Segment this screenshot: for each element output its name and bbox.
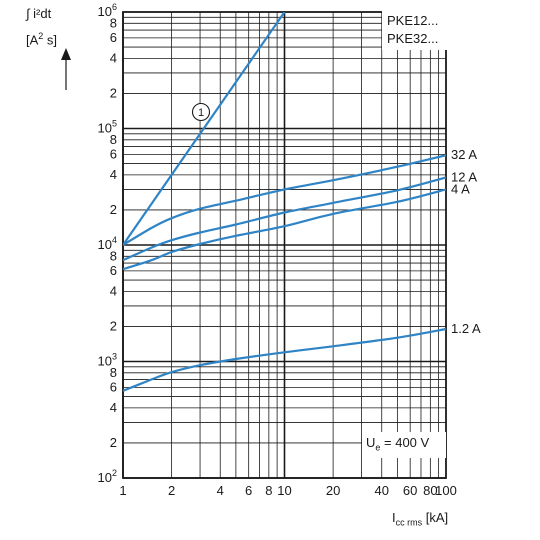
y-tick-label: 8 bbox=[110, 365, 117, 380]
legend-line-2: PKE32... bbox=[387, 31, 439, 46]
x-tick-label: 60 bbox=[403, 483, 417, 498]
y-tick-label: 102 bbox=[98, 468, 117, 485]
x-tick-label: 1 bbox=[119, 483, 126, 498]
y-tick-label: 4 bbox=[110, 283, 117, 298]
series-label: 32 A bbox=[451, 147, 477, 162]
y-tick-label: 103 bbox=[98, 352, 117, 369]
y-tick-label: 6 bbox=[110, 146, 117, 161]
device-legend: PKE12... PKE32... bbox=[382, 9, 452, 50]
series-label: 4 A bbox=[451, 181, 470, 196]
y-tick-label: 4 bbox=[110, 50, 117, 65]
series-line-0 bbox=[123, 12, 286, 246]
y-tick-label: 8 bbox=[110, 248, 117, 263]
y-axis-unit: [A2 s] bbox=[26, 31, 58, 48]
y-tick-label: 2 bbox=[110, 85, 117, 100]
y-tick-label: 2 bbox=[110, 318, 117, 333]
x-tick-label: 80 bbox=[423, 483, 437, 498]
series-line-4 bbox=[123, 327, 446, 392]
y-tick-label: 106 bbox=[98, 2, 117, 19]
series-label: 12 A bbox=[451, 169, 477, 184]
y-tick-label: 2 bbox=[110, 202, 117, 217]
y-tick-label: 6 bbox=[110, 30, 117, 45]
x-tick-label: 8 bbox=[265, 483, 272, 498]
x-tick-label: 4 bbox=[217, 483, 224, 498]
x-axis-label: Icc rms [kA] bbox=[392, 510, 449, 528]
y-tick-label: 6 bbox=[110, 263, 117, 278]
voltage-note: Ue = 400 V bbox=[362, 432, 446, 458]
y-tick-label: 2 bbox=[110, 435, 117, 450]
series-marker-label: 1 bbox=[198, 107, 204, 119]
x-tick-label: 20 bbox=[326, 483, 340, 498]
y-tick-label: 8 bbox=[110, 132, 117, 147]
x-tick-label: 2 bbox=[168, 483, 175, 498]
x-tick-label: 6 bbox=[245, 483, 252, 498]
x-tick-label: 40 bbox=[374, 483, 388, 498]
series-line-2 bbox=[123, 176, 446, 262]
y-tick-label: 4 bbox=[110, 167, 117, 182]
y-tick-label: 104 bbox=[98, 235, 117, 252]
series-line-1 bbox=[123, 154, 446, 246]
y-tick-label: 4 bbox=[110, 400, 117, 415]
legend-line-1: PKE12... bbox=[387, 13, 439, 28]
series-label: 1.2 A bbox=[451, 321, 481, 336]
y-tick-label: 105 bbox=[98, 119, 117, 136]
series-marker-circle bbox=[191, 102, 211, 122]
y-tick-label: 6 bbox=[110, 379, 117, 394]
x-tick-label: 10 bbox=[277, 483, 291, 498]
series-line-3 bbox=[123, 188, 446, 271]
y-tick-label: 8 bbox=[110, 15, 117, 30]
y-axis-label: ∫ i²dt bbox=[26, 6, 52, 21]
y-axis-arrow-head bbox=[61, 48, 71, 60]
x-tick-label: 100 bbox=[435, 483, 457, 498]
